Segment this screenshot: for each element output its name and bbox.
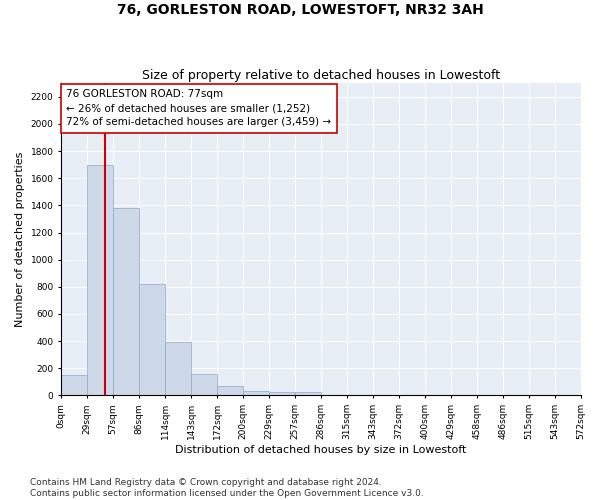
Bar: [61, 375, 87, 396]
Bar: [269, 392, 295, 396]
Text: Contains HM Land Registry data © Crown copyright and database right 2024.
Contai: Contains HM Land Registry data © Crown c…: [30, 478, 424, 498]
Text: 76, GORLESTON ROAD, LOWESTOFT, NR32 3AH: 76, GORLESTON ROAD, LOWESTOFT, NR32 3AH: [116, 2, 484, 16]
Bar: [243, 392, 269, 396]
Bar: [217, 386, 243, 396]
Bar: [113, 208, 139, 396]
Y-axis label: Number of detached properties: Number of detached properties: [15, 152, 25, 327]
Bar: [295, 392, 321, 396]
Bar: [139, 284, 165, 396]
Bar: [191, 374, 217, 396]
Bar: [165, 342, 191, 396]
Text: 76 GORLESTON ROAD: 77sqm
← 26% of detached houses are smaller (1,252)
72% of sem: 76 GORLESTON ROAD: 77sqm ← 26% of detach…: [67, 90, 332, 128]
X-axis label: Distribution of detached houses by size in Lowestoft: Distribution of detached houses by size …: [175, 445, 467, 455]
Title: Size of property relative to detached houses in Lowestoft: Size of property relative to detached ho…: [142, 69, 500, 82]
Bar: [87, 164, 113, 396]
